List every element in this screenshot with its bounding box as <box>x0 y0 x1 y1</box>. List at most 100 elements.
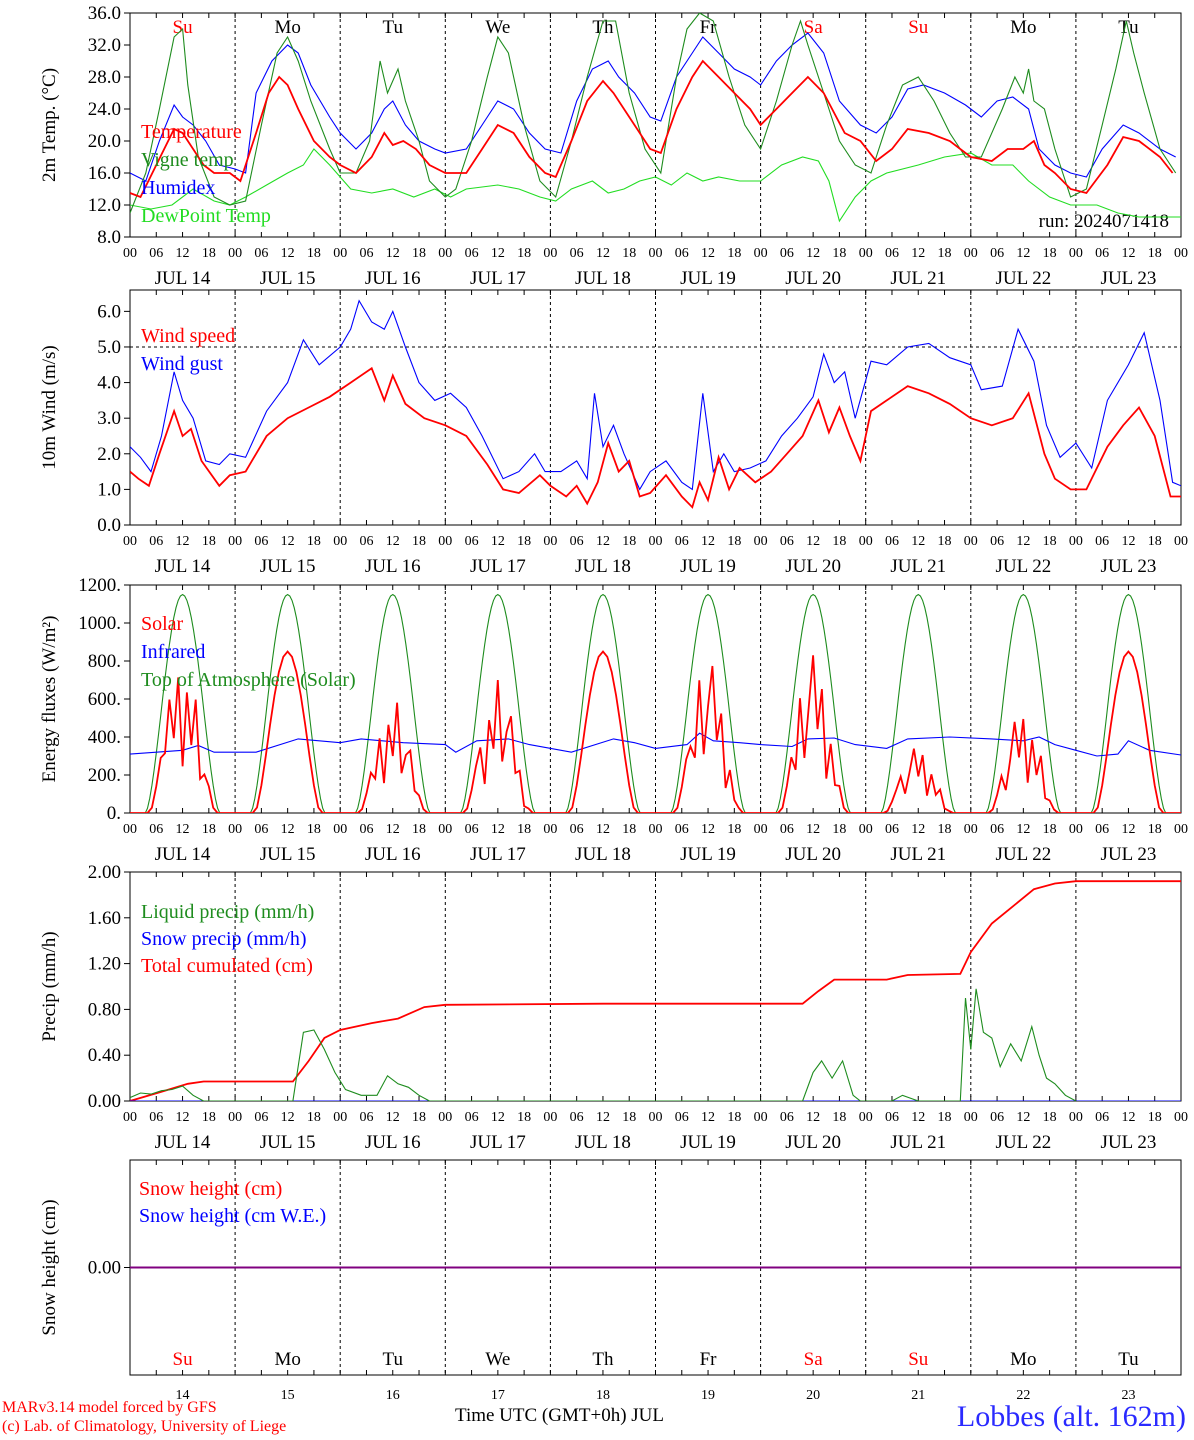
hour-tick-label: 12 <box>491 822 505 837</box>
hour-tick-label: 12 <box>281 1110 295 1125</box>
day-label: JUL 20 <box>785 268 841 289</box>
day-label: JUL 17 <box>470 844 526 865</box>
hour-tick-label: 06 <box>1095 534 1109 549</box>
day-label: JUL 16 <box>365 556 421 577</box>
hour-tick-label: 06 <box>465 534 479 549</box>
legend-entry: Infrared <box>141 641 205 663</box>
hour-tick-label: 12 <box>596 1110 610 1125</box>
hour-tick-label: 18 <box>1043 822 1057 837</box>
hour-tick-label: 18 <box>1148 1110 1162 1125</box>
hour-tick-label: 18 <box>517 534 531 549</box>
hour-tick-label: 12 <box>386 822 400 837</box>
day-label: JUL 16 <box>365 268 421 289</box>
hour-tick-label: 00 <box>1174 246 1188 261</box>
hour-tick-label: 18 <box>412 534 426 549</box>
hour-tick-label: 00 <box>438 246 452 261</box>
y-tick-label: 1.60 <box>88 908 121 929</box>
hour-tick-label: 06 <box>1095 822 1109 837</box>
day-label: JUL 17 <box>470 268 526 289</box>
panel-precip: 0.00 0.40 0.80 1.20 1.60 2.00 Precip (mm/h) 00 0… <box>39 862 1188 1153</box>
hour-tick-label: 06 <box>570 534 584 549</box>
hour-tick-label: 00 <box>754 246 768 261</box>
hour-tick-label: 00 <box>1069 822 1083 837</box>
hour-tick-label: 06 <box>149 246 163 261</box>
day-abbr: Fr <box>700 17 718 38</box>
hour-tick-label: 12 <box>491 534 505 549</box>
day-label: JUL 20 <box>785 1132 841 1153</box>
run-label: run: 2024071418 <box>1039 211 1169 232</box>
day-label: JUL 21 <box>890 844 946 865</box>
day-label: JUL 18 <box>575 268 631 289</box>
hour-tick-label: 12 <box>911 822 925 837</box>
hour-tick-label: 06 <box>990 534 1004 549</box>
hour-tick-label: 00 <box>649 246 663 261</box>
model-credit-line2: (c) Lab. of Climatology, University of L… <box>2 1418 287 1435</box>
hour-tick-label: 00 <box>859 822 873 837</box>
hour-tick-label: 00 <box>1174 534 1188 549</box>
hour-tick-label: 12 <box>281 246 295 261</box>
hour-tick-label: 12 <box>491 246 505 261</box>
day-date: 18 <box>596 1388 610 1403</box>
hour-tick-label: 06 <box>149 822 163 837</box>
day-abbr: Th <box>592 1349 614 1370</box>
hour-tick-label: 12 <box>176 1110 190 1125</box>
day-abbr: Fr <box>700 1349 718 1370</box>
hour-tick-label: 18 <box>202 1110 216 1125</box>
hour-tick-label: 18 <box>307 822 321 837</box>
hour-tick-label: 00 <box>1069 534 1083 549</box>
hour-tick-label: 18 <box>938 1110 952 1125</box>
series-line-liquid-precip-mm-h- <box>130 988 1077 1101</box>
hour-tick-label: 12 <box>176 246 190 261</box>
day-date: 21 <box>911 1388 925 1403</box>
y-tick-label: 4.0 <box>97 373 121 394</box>
day-abbr: We <box>485 1349 510 1370</box>
hour-tick-label: 18 <box>938 246 952 261</box>
series-line-solar <box>130 650 1181 813</box>
series-line-temperature <box>130 59 1174 199</box>
day-label: JUL 14 <box>155 1132 211 1153</box>
hour-tick-label: 12 <box>281 822 295 837</box>
hour-tick-label: 06 <box>780 822 794 837</box>
y-tick-label: 0.40 <box>88 1045 121 1066</box>
hour-tick-label: 00 <box>123 1110 137 1125</box>
day-label: JUL 23 <box>1101 1132 1157 1153</box>
day-label: JUL 22 <box>995 556 1051 577</box>
hour-tick-label: 06 <box>990 246 1004 261</box>
hour-tick-label: 06 <box>149 534 163 549</box>
legend-entry: Snow precip (mm/h) <box>141 928 307 950</box>
hour-tick-label: 00 <box>754 534 768 549</box>
hour-tick-label: 18 <box>622 534 636 549</box>
series-line-total-cumulated-cm- <box>130 880 1181 1101</box>
hour-tick-label: 06 <box>254 534 268 549</box>
day-label: JUL 15 <box>260 1132 316 1153</box>
legend-entry: Snow height (cm W.E.) <box>139 1205 326 1227</box>
hour-tick-label: 06 <box>359 534 373 549</box>
day-date: 20 <box>806 1388 820 1403</box>
day-label: JUL 21 <box>890 268 946 289</box>
hour-tick-label: 18 <box>938 822 952 837</box>
hour-tick-label: 12 <box>701 246 715 261</box>
hour-tick-label: 00 <box>333 822 347 837</box>
hour-tick-label: 00 <box>859 246 873 261</box>
hour-tick-label: 18 <box>622 246 636 261</box>
panel-flux: 0. 200. 400. 600. 800. 1000. 1200. Energy fluxe… <box>39 575 1188 865</box>
day-label: JUL 21 <box>890 1132 946 1153</box>
hour-tick-label: 12 <box>806 1110 820 1125</box>
hour-tick-label: 00 <box>649 1110 663 1125</box>
hour-tick-label: 06 <box>570 822 584 837</box>
day-abbr: Tu <box>383 1349 404 1370</box>
hour-tick-label: 06 <box>675 1110 689 1125</box>
day-label: JUL 18 <box>575 556 631 577</box>
hour-tick-label: 06 <box>885 246 899 261</box>
hour-tick-label: 06 <box>675 822 689 837</box>
day-label: JUL 23 <box>1101 844 1157 865</box>
y-tick-label: 3.0 <box>97 408 121 429</box>
legend-entry: Wind gust <box>141 353 223 375</box>
y-tick-label: 28.0 <box>88 67 121 88</box>
hour-tick-label: 12 <box>1016 246 1030 261</box>
hour-tick-label: 18 <box>1043 246 1057 261</box>
day-date: 14 <box>176 1388 190 1403</box>
hour-tick-label: 18 <box>727 1110 741 1125</box>
y-tick-label: 36.0 <box>88 3 121 24</box>
y-tick-label: 1.20 <box>88 954 121 975</box>
